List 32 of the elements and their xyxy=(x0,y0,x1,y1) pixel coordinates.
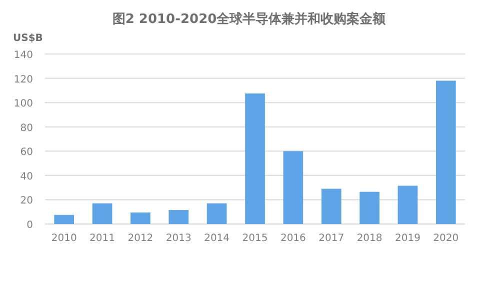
bar xyxy=(54,214,74,224)
y-tick-label: 20 xyxy=(20,196,33,207)
bar xyxy=(130,212,150,224)
chart-title: 图2 2010-2020全球半导体兼并和收购案金额 xyxy=(112,11,387,27)
x-tick-label: 2020 xyxy=(433,233,459,244)
x-tick-label: 2012 xyxy=(128,233,154,244)
x-tick-label: 2011 xyxy=(90,233,115,244)
x-tick-label: 2010 xyxy=(51,233,77,244)
y-tick-label: 60 xyxy=(20,147,33,158)
bar xyxy=(245,93,265,224)
y-axis-title: US$B xyxy=(13,33,43,44)
bar xyxy=(168,210,189,224)
x-tick-label: 2017 xyxy=(318,233,344,244)
bar xyxy=(92,203,112,224)
x-tick-label: 2019 xyxy=(395,233,420,244)
bar xyxy=(206,203,227,224)
bar xyxy=(321,188,342,224)
y-tick-label: 140 xyxy=(14,50,33,61)
y-tick-label: 100 xyxy=(14,98,33,110)
y-tick-label: 40 xyxy=(20,171,33,182)
y-tick-label: 80 xyxy=(20,122,33,134)
x-tick-label: 2016 xyxy=(280,233,306,244)
bar xyxy=(398,186,418,224)
y-tick-label: 0 xyxy=(26,220,33,231)
bar xyxy=(283,151,304,224)
bar xyxy=(436,80,456,224)
x-tick-label: 2018 xyxy=(356,233,382,244)
bar xyxy=(360,192,380,224)
x-tick-label: 2013 xyxy=(166,233,192,244)
x-tick-label: 2015 xyxy=(242,233,268,244)
y-tick-label: 120 xyxy=(14,74,33,86)
x-tick-label: 2014 xyxy=(204,233,230,244)
